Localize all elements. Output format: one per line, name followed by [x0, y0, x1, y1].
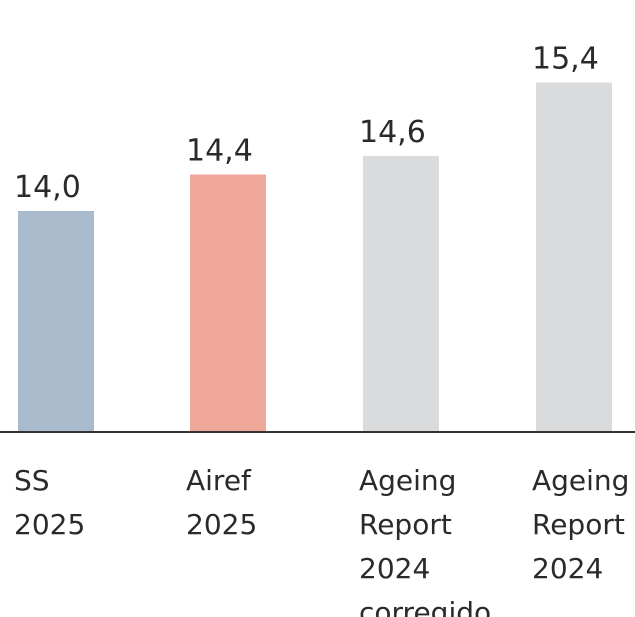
category-label-4-line-3: 2024 [532, 552, 603, 585]
category-label-1-line-1: SS [14, 464, 50, 497]
category-label-3-line-3: 2024 [359, 552, 430, 585]
category-label-3-line-1: Ageing [359, 464, 456, 497]
category-label-3-line-4: corregido [359, 596, 491, 617]
category-labels-group: SS 2025 Airef 2025 Ageing Report 2024 corregido… [14, 464, 629, 617]
bar-4 [536, 82, 612, 433]
bar-1 [18, 211, 94, 432]
category-label-4-line-1: Ageing [532, 464, 629, 497]
value-labels-group: 14,0 14,4 14,6 15,4 [14, 41, 599, 205]
value-label-3: 14,6 [359, 115, 426, 150]
category-label-4-line-2: Report [532, 508, 625, 541]
category-label-3: Ageing Report 2024 corregido [359, 464, 491, 617]
category-label-2: Airef 2025 [186, 464, 257, 541]
category-label-1-line-2: 2025 [14, 508, 85, 541]
bar-3 [363, 156, 439, 432]
category-label-2-line-2: 2025 [186, 508, 257, 541]
bars-group [18, 82, 612, 433]
bar-2 [190, 174, 266, 432]
category-label-1: SS 2025 [14, 464, 85, 541]
category-label-2-line-1: Airef [186, 464, 252, 497]
value-label-1: 14,0 [14, 170, 81, 205]
value-label-4: 15,4 [532, 41, 599, 76]
category-label-3-line-2: Report [359, 508, 452, 541]
value-label-2: 14,4 [186, 133, 253, 168]
category-label-4: Ageing Report 2024 [532, 464, 629, 585]
